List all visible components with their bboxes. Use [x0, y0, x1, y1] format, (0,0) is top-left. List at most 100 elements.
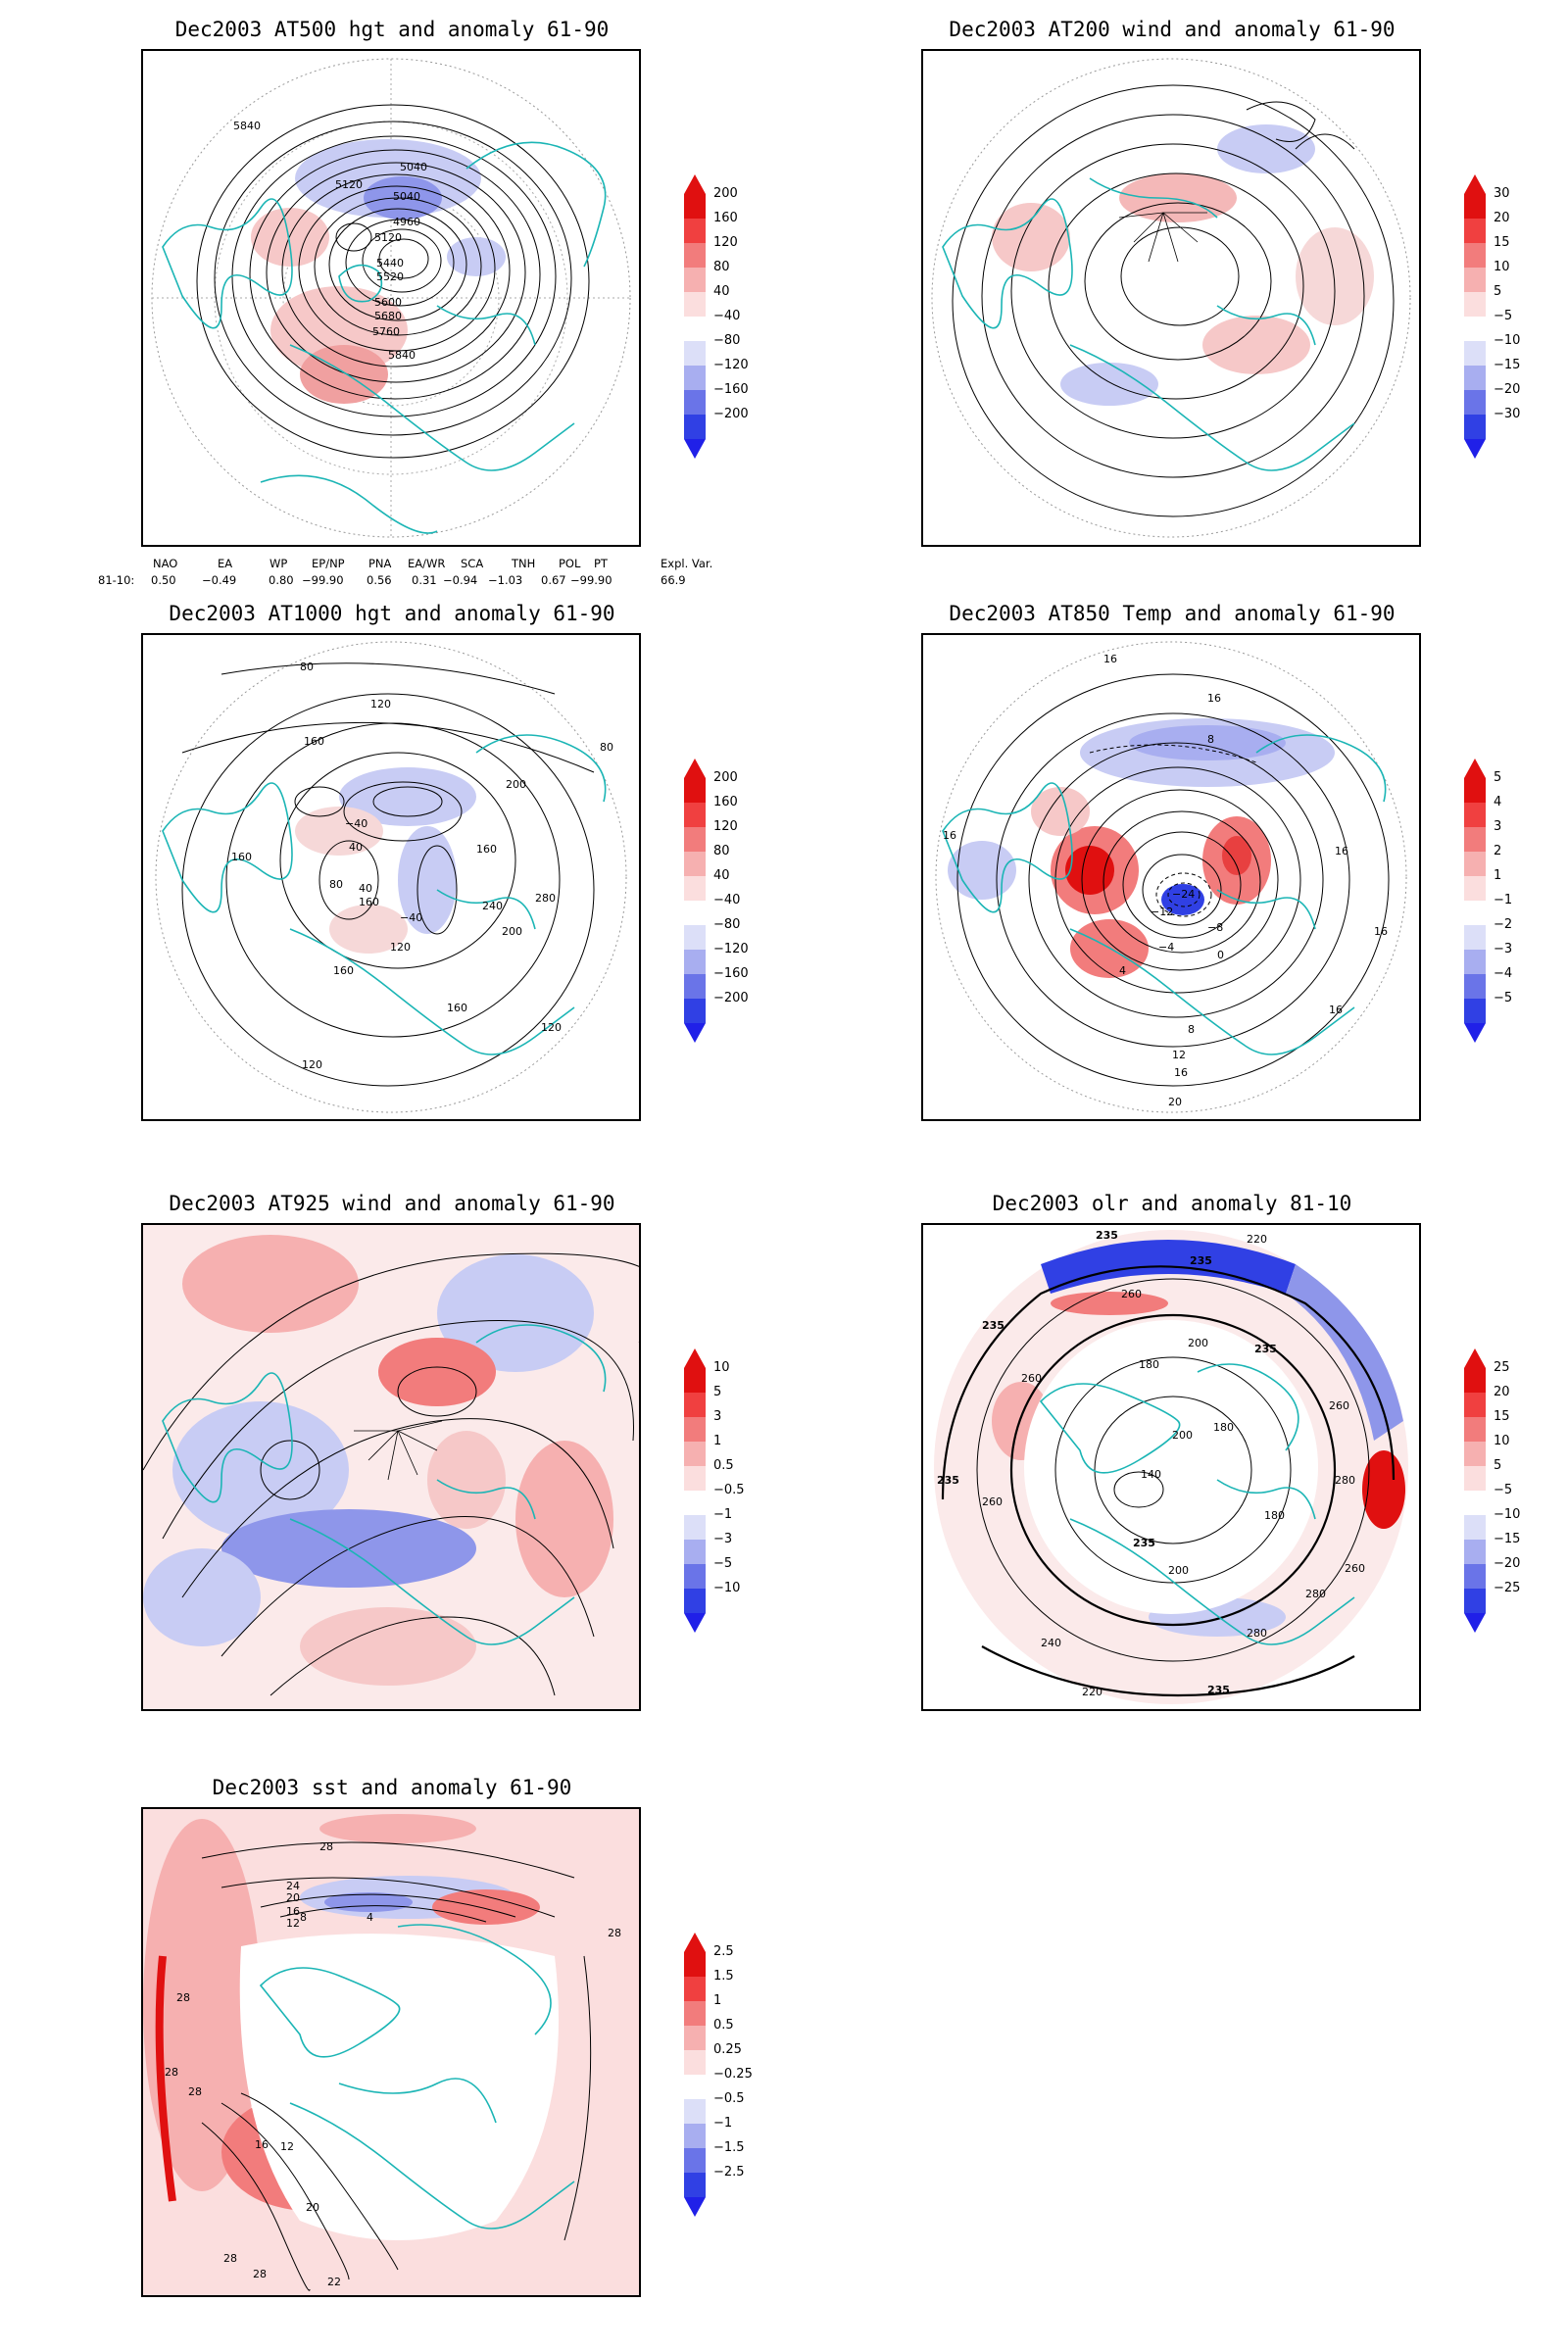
- colorbar-tick: 80: [713, 844, 730, 858]
- contour-label: 16: [1207, 692, 1221, 705]
- colorbar-tick: −200: [713, 991, 749, 1005]
- colorbar-tick: 160: [713, 211, 738, 225]
- map-frame: 5840 5040 5040 4960 5120 5440 5520 5600 …: [141, 49, 641, 547]
- colorbar-tick: 1.5: [713, 1969, 734, 1984]
- colorbar-tick: 10: [1494, 1434, 1510, 1448]
- contour-label: 5840: [233, 120, 261, 132]
- contour-label: 240: [482, 900, 503, 912]
- colorbar-tick: −160: [713, 966, 749, 981]
- stats-value: −0.94: [443, 573, 478, 587]
- colorbar-tick: 5: [1494, 284, 1502, 299]
- colorbar-tick: −25: [1494, 1581, 1521, 1595]
- polar-map: [143, 1809, 639, 2295]
- stats-value: −99.90: [570, 573, 612, 587]
- stats-header: PNA: [368, 557, 392, 570]
- contour-label: 28: [188, 2085, 202, 2098]
- stats-header: PT: [594, 557, 608, 570]
- colorbar-tick: 80: [713, 260, 730, 274]
- contour-label: 5120: [335, 178, 363, 191]
- panel-title: Dec2003 AT850 Temp and anomaly 61-90: [949, 602, 1396, 625]
- colorbar-tick: −20: [1494, 382, 1521, 397]
- colorbar-tick: −5: [1494, 991, 1513, 1005]
- colorbar-tick: −10: [1494, 333, 1521, 348]
- contour-label: 28: [165, 2066, 178, 2079]
- contour-label: 235: [937, 1474, 959, 1487]
- colorbar-tick: 30: [1494, 186, 1510, 201]
- polar-map: [143, 1225, 639, 1709]
- contour-label: 8: [300, 1911, 307, 1924]
- colorbar: 25 20 15 10 5 −5 −10 −15 −20 −25: [1462, 1348, 1520, 1637]
- contour-label: 28: [319, 1840, 333, 1853]
- colorbar-tick: 25: [1494, 1360, 1510, 1375]
- contour-label: 28: [223, 2252, 237, 2265]
- stats-header: Expl. Var.: [661, 557, 713, 570]
- contour-label: −8: [1207, 921, 1224, 934]
- polar-map: [934, 1230, 1408, 1704]
- map-frame: 28 24 20 16 12 8 4 28 28 28 16 12 20 28 …: [141, 1807, 641, 2297]
- colorbar-tick: 1: [1494, 868, 1502, 883]
- colorbar-tick: −4: [1494, 966, 1513, 981]
- contour-label: 240: [1041, 1637, 1061, 1649]
- contour-label: 12: [1172, 1049, 1186, 1061]
- contour-label: 16: [943, 829, 956, 842]
- contour-label: 16: [1329, 1004, 1343, 1016]
- contour-label: 40: [349, 841, 363, 854]
- colorbar-tick: −200: [713, 407, 749, 421]
- contour-label: 16: [1103, 653, 1117, 665]
- stats-header: EA: [218, 557, 233, 570]
- contour-label: −40: [345, 817, 368, 830]
- contour-label: 280: [1305, 1588, 1326, 1600]
- contour-label: 28: [253, 2268, 267, 2280]
- contour-label: 80: [300, 661, 314, 673]
- colorbar-tick: −1: [1494, 893, 1513, 907]
- colorbar-tick: −1: [713, 2116, 733, 2131]
- contour-label: −40: [400, 911, 423, 924]
- polar-map: [931, 58, 1411, 538]
- colorbar-tick: −40: [713, 893, 741, 907]
- contour-label: 200: [1188, 1337, 1208, 1349]
- contour-label: 5440: [376, 257, 404, 270]
- colorbar-tick: 0.5: [713, 2018, 734, 2033]
- map-frame: [141, 1223, 641, 1711]
- panel-title: Dec2003 AT925 wind and anomaly 61-90: [169, 1192, 615, 1215]
- colorbar: 200 160 120 80 40 −40 −80 −120 −160 −200: [682, 759, 749, 1047]
- contour-label: 140: [1141, 1468, 1161, 1481]
- colorbar-tick: 200: [713, 186, 738, 201]
- contour-label: 4960: [393, 216, 420, 228]
- colorbar-tick: −1.5: [713, 2140, 745, 2155]
- colorbar-tick: 4: [1494, 795, 1502, 809]
- colorbar-tick: 40: [713, 284, 730, 299]
- colorbar-tick: 15: [1494, 1409, 1510, 1424]
- contour-label: 120: [541, 1021, 562, 1034]
- contour-label: 5760: [372, 325, 400, 338]
- colorbar-tick: −5: [713, 1556, 733, 1571]
- contour-label: 16: [255, 2138, 269, 2151]
- colorbar-tick: 10: [1494, 260, 1510, 274]
- contour-label: 28: [176, 1991, 190, 2004]
- contour-label: 200: [1172, 1429, 1193, 1442]
- colorbar-tick: 0.25: [713, 2042, 742, 2057]
- contour-label: 5840: [388, 349, 416, 362]
- contour-label: 4: [1119, 964, 1126, 977]
- colorbar-tick: −5: [1494, 1483, 1513, 1497]
- polar-map: [155, 641, 627, 1113]
- stats-value: 0.56: [367, 573, 392, 587]
- contour-label: 5040: [400, 161, 427, 173]
- contour-label: 260: [982, 1495, 1003, 1508]
- contour-label: 20: [306, 2201, 319, 2214]
- contour-label: 16: [1174, 1066, 1188, 1079]
- stats-value: −99.90: [302, 573, 344, 587]
- colorbar-tick: −0.5: [713, 1483, 745, 1497]
- stats-value: 66.9: [661, 573, 686, 587]
- contour-label: 5680: [374, 310, 402, 322]
- panel-title: Dec2003 AT500 hgt and anomaly 61-90: [174, 18, 610, 41]
- colorbar-tick: −15: [1494, 1532, 1521, 1546]
- map-frame: 16 16 8 16 16 −24 −12 −8 −4 0 4 8 12 16 …: [921, 633, 1421, 1121]
- colorbar-tick: −0.5: [713, 2091, 745, 2106]
- map-frame: 80 120 160 200 160 −40 40 80 40 160 −40 …: [141, 633, 641, 1121]
- panel-title: Dec2003 AT1000 hgt and anomaly 61-90: [169, 602, 615, 625]
- colorbar-tick: 10: [713, 1360, 730, 1375]
- contour-label: 0: [1217, 949, 1224, 961]
- contour-label: −4: [1158, 941, 1175, 954]
- colorbar-tick: −5: [1494, 309, 1513, 323]
